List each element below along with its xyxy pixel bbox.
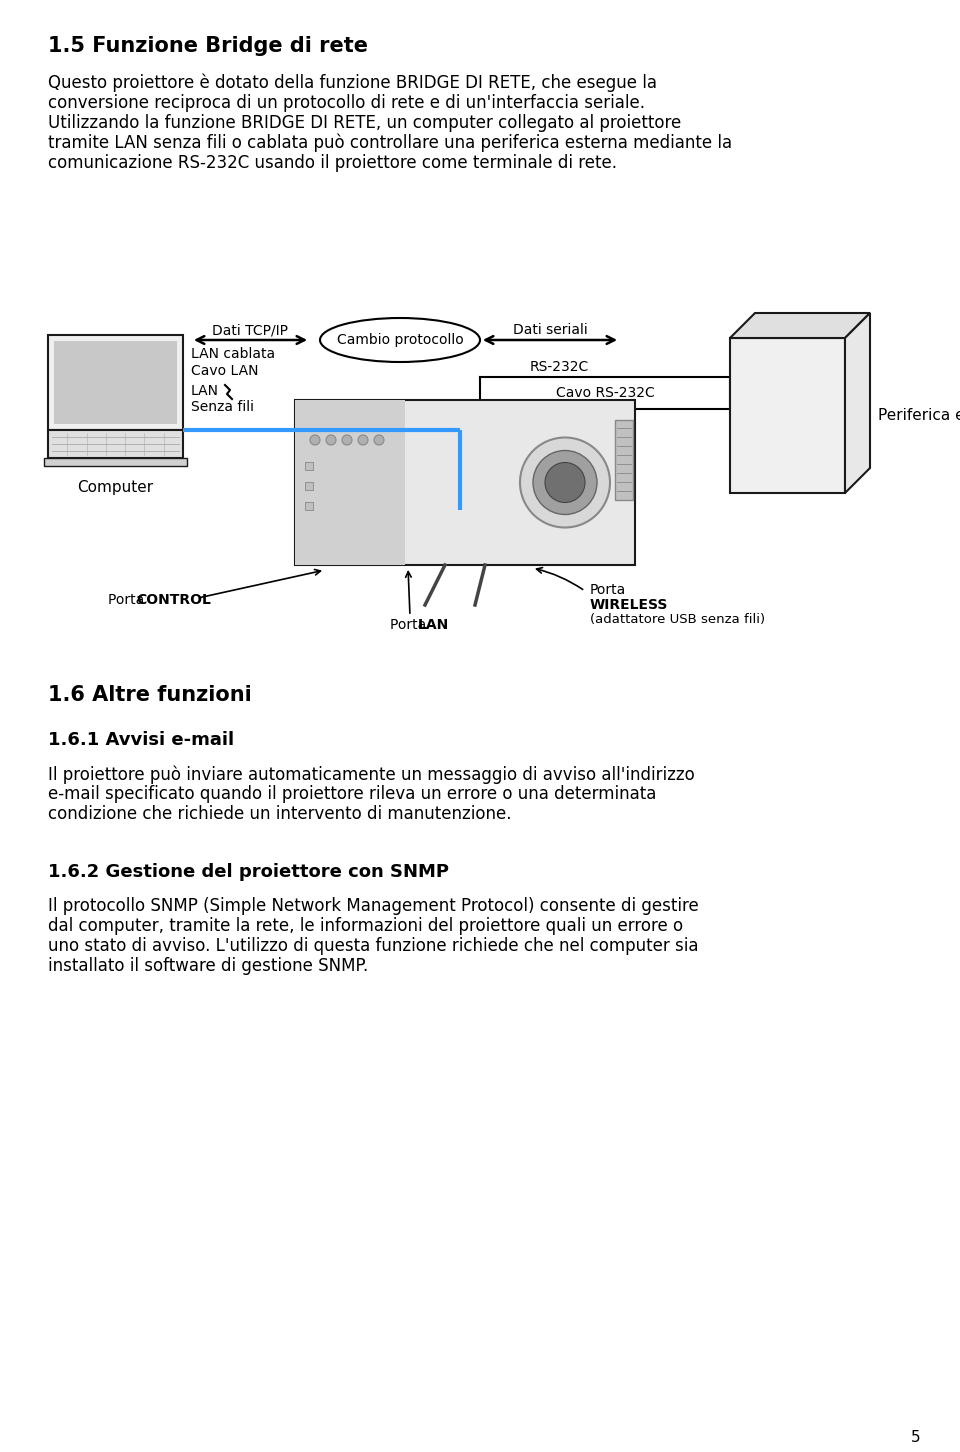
Text: conversione reciproca di un protocollo di rete e di un'interfaccia seriale.: conversione reciproca di un protocollo d… xyxy=(48,94,645,112)
Bar xyxy=(295,399,405,565)
Text: Periferica esterna: Periferica esterna xyxy=(878,408,960,423)
Text: tramite LAN senza fili o cablata può controllare una periferica esterna mediante: tramite LAN senza fili o cablata può con… xyxy=(48,134,732,152)
Text: Computer: Computer xyxy=(78,481,154,495)
Circle shape xyxy=(342,436,352,444)
Text: CONTROL: CONTROL xyxy=(136,592,211,607)
Text: dal computer, tramite la rete, le informazioni del proiettore quali un errore o: dal computer, tramite la rete, le inform… xyxy=(48,918,684,935)
Text: Senza fili: Senza fili xyxy=(191,399,254,414)
Circle shape xyxy=(374,436,384,444)
Text: Dati TCP/IP: Dati TCP/IP xyxy=(212,322,289,337)
Circle shape xyxy=(533,450,597,514)
Text: LAN: LAN xyxy=(418,619,449,632)
Text: Porta: Porta xyxy=(108,592,149,607)
Bar xyxy=(54,341,177,424)
Bar xyxy=(730,338,845,494)
Text: comunicazione RS-232C usando il proiettore come terminale di rete.: comunicazione RS-232C usando il proietto… xyxy=(48,154,617,171)
Text: Cavo LAN: Cavo LAN xyxy=(191,364,258,378)
Text: RS-232C: RS-232C xyxy=(530,360,589,375)
Text: 1.6 Altre funzioni: 1.6 Altre funzioni xyxy=(48,685,252,706)
Bar xyxy=(48,430,183,457)
Text: condizione che richiede un intervento di manutenzione.: condizione che richiede un intervento di… xyxy=(48,804,512,823)
Text: 1.6.1 Avvisi e-mail: 1.6.1 Avvisi e-mail xyxy=(48,730,234,749)
Bar xyxy=(305,482,313,489)
Text: LAN cablata: LAN cablata xyxy=(191,347,276,362)
Text: e-mail specificato quando il proiettore rileva un errore o una determinata: e-mail specificato quando il proiettore … xyxy=(48,786,657,803)
Polygon shape xyxy=(845,314,870,494)
Circle shape xyxy=(310,436,320,444)
Text: Porta: Porta xyxy=(590,584,626,597)
Polygon shape xyxy=(730,314,870,338)
Text: (adattatore USB senza fili): (adattatore USB senza fili) xyxy=(590,613,765,626)
Text: Utilizzando la funzione BRIDGE DI RETE, un computer collegato al proiettore: Utilizzando la funzione BRIDGE DI RETE, … xyxy=(48,115,682,132)
Circle shape xyxy=(326,436,336,444)
Bar xyxy=(305,462,313,470)
Text: Cambio protocollo: Cambio protocollo xyxy=(337,333,464,347)
Text: LAN: LAN xyxy=(191,383,219,398)
Text: Questo proiettore è dotato della funzione BRIDGE DI RETE, che esegue la: Questo proiettore è dotato della funzion… xyxy=(48,74,657,93)
Bar xyxy=(305,462,313,470)
Bar xyxy=(305,502,313,510)
Text: Il proiettore può inviare automaticamente un messaggio di avviso all'indirizzo: Il proiettore può inviare automaticament… xyxy=(48,765,695,784)
Text: uno stato di avviso. L'utilizzo di questa funzione richiede che nel computer sia: uno stato di avviso. L'utilizzo di quest… xyxy=(48,937,699,955)
Ellipse shape xyxy=(320,318,480,362)
Text: Dati seriali: Dati seriali xyxy=(513,322,588,337)
Text: 5: 5 xyxy=(910,1430,920,1445)
Bar xyxy=(44,457,187,466)
Text: 1.6.2 Gestione del proiettore con SNMP: 1.6.2 Gestione del proiettore con SNMP xyxy=(48,862,449,881)
Text: Porta: Porta xyxy=(390,619,431,632)
Text: Cavo RS-232C: Cavo RS-232C xyxy=(556,386,655,399)
Bar xyxy=(615,420,633,499)
Bar xyxy=(305,502,313,510)
Text: Il protocollo SNMP (Simple Network Management Protocol) consente di gestire: Il protocollo SNMP (Simple Network Manag… xyxy=(48,897,699,915)
Circle shape xyxy=(358,436,368,444)
Bar xyxy=(305,482,313,489)
Text: installato il software di gestione SNMP.: installato il software di gestione SNMP. xyxy=(48,957,369,974)
Text: 1.5 Funzione Bridge di rete: 1.5 Funzione Bridge di rete xyxy=(48,36,368,57)
Circle shape xyxy=(545,463,585,502)
Text: WIRELESS: WIRELESS xyxy=(590,598,668,611)
Bar xyxy=(295,399,635,565)
Bar xyxy=(48,335,183,430)
Circle shape xyxy=(520,437,610,527)
